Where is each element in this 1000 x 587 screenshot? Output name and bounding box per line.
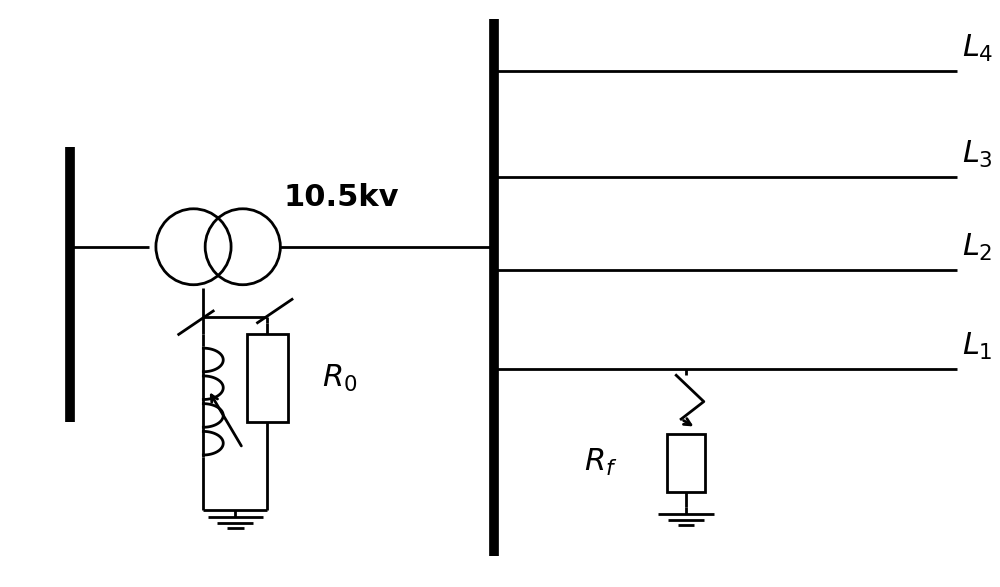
Text: $R_0$: $R_0$ bbox=[322, 363, 357, 394]
Bar bbox=[667, 434, 705, 492]
Text: 10.5kv: 10.5kv bbox=[284, 183, 399, 211]
Text: $R_f$: $R_f$ bbox=[584, 447, 617, 478]
Text: $L_3$: $L_3$ bbox=[962, 139, 993, 170]
Text: $L_4$: $L_4$ bbox=[962, 33, 993, 65]
Text: $L_2$: $L_2$ bbox=[962, 232, 992, 263]
Bar bbox=[247, 335, 288, 422]
Text: $L_1$: $L_1$ bbox=[962, 331, 993, 362]
